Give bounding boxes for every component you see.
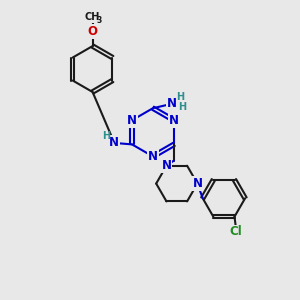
Text: N: N bbox=[192, 177, 203, 190]
Text: H: H bbox=[178, 102, 187, 112]
Text: 3: 3 bbox=[96, 16, 102, 25]
Text: Cl: Cl bbox=[230, 226, 242, 238]
Text: N: N bbox=[161, 159, 172, 172]
Text: H: H bbox=[176, 92, 184, 102]
Text: CH: CH bbox=[85, 12, 100, 22]
Text: O: O bbox=[88, 25, 98, 38]
Text: H: H bbox=[102, 131, 110, 142]
Text: N: N bbox=[127, 114, 137, 127]
Text: N: N bbox=[148, 150, 158, 163]
Text: N: N bbox=[110, 136, 119, 149]
Text: N: N bbox=[167, 97, 177, 110]
Text: N: N bbox=[169, 114, 179, 127]
